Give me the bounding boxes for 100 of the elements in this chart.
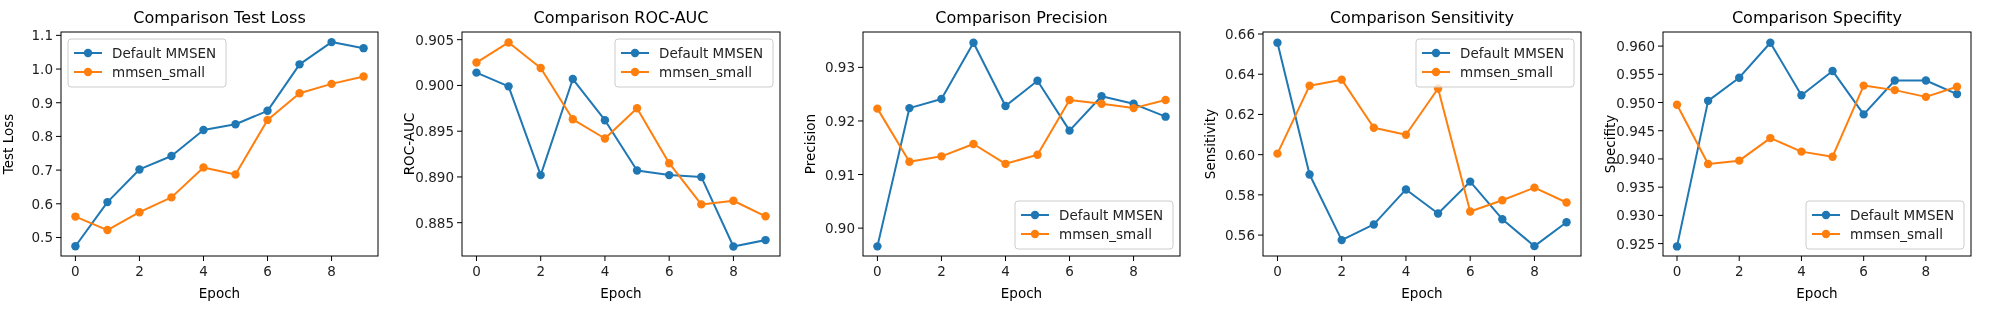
- x-tick-label: 4: [1001, 263, 1010, 279]
- point: [1890, 85, 1899, 95]
- y-tick-label: 0.56: [1224, 227, 1255, 244]
- point: [1065, 126, 1074, 135]
- y-tick-label: 0.955: [1616, 66, 1655, 83]
- y-tick-label: 0.58: [1224, 186, 1255, 203]
- y-tick-label: 0.5: [31, 229, 53, 246]
- x-tick-label: 8: [1530, 263, 1539, 279]
- legend-label: mmsen_small: [659, 64, 752, 80]
- point: [199, 163, 208, 172]
- chart-title: Comparison Sensitivity: [1329, 8, 1515, 27]
- x-axis-title: Epoch: [1796, 285, 1838, 301]
- point: [1305, 81, 1314, 90]
- point: [536, 170, 545, 180]
- point: [1562, 218, 1571, 227]
- point: [359, 43, 368, 53]
- point: [1797, 147, 1806, 156]
- point: [327, 79, 336, 89]
- point: [263, 106, 272, 116]
- point: [1859, 81, 1868, 90]
- x-tick-label: 0: [1273, 263, 1282, 279]
- point: [1465, 177, 1475, 186]
- y-tick-label: 0.950: [1616, 94, 1655, 111]
- y-tick-label: 1.0: [31, 61, 53, 78]
- x-tick-label: 0: [1672, 263, 1682, 279]
- point: [761, 235, 770, 245]
- point: [504, 82, 513, 91]
- point: [1562, 198, 1571, 207]
- point: [1530, 241, 1539, 251]
- chart-title: Comparison Specifity: [1731, 8, 1903, 27]
- x-tick-label: 2: [1337, 263, 1346, 279]
- legend-label: mmsen_small: [1460, 64, 1553, 80]
- point: [504, 38, 513, 47]
- legend-label: mmsen_small: [112, 64, 205, 80]
- point: [905, 103, 914, 113]
- x-tick-label: 6: [664, 263, 674, 279]
- point: [71, 212, 80, 221]
- y-tick-label: 0.93: [824, 59, 855, 76]
- point: [231, 170, 240, 179]
- point: [1498, 215, 1507, 224]
- x-tick-label: 0: [472, 263, 481, 279]
- y-tick-label: 0.885: [415, 214, 454, 231]
- point: [1401, 130, 1411, 139]
- point: [536, 63, 545, 73]
- chart-title: Comparison Precision: [935, 8, 1108, 27]
- point: [1369, 220, 1379, 229]
- y-tick-label: 0.945: [1616, 122, 1655, 139]
- point: [71, 242, 80, 251]
- point: [1001, 101, 1010, 111]
- x-tick-label: 0: [873, 263, 882, 279]
- point: [472, 68, 481, 77]
- point: [1097, 99, 1106, 108]
- point: [103, 197, 112, 207]
- legend-label: Default MMSEN: [659, 45, 764, 61]
- point: [1498, 196, 1507, 205]
- x-tick-label: 2: [135, 263, 144, 279]
- point: [1465, 207, 1475, 216]
- y-tick-label: 1.1: [31, 27, 53, 44]
- point: [1859, 110, 1868, 119]
- x-tick-label: 6: [1465, 263, 1475, 279]
- point: [295, 89, 304, 98]
- point: [1735, 156, 1744, 165]
- y-tick-label: 0.7: [31, 162, 53, 179]
- point: [905, 157, 914, 166]
- point: [263, 115, 272, 125]
- y-tick-label: 0.90: [824, 220, 855, 237]
- y-tick-label: 0.895: [415, 123, 454, 140]
- point: [359, 72, 368, 81]
- point: [1766, 38, 1775, 47]
- x-tick-label: 8: [1921, 263, 1931, 279]
- point: [568, 74, 578, 84]
- point: [1065, 95, 1074, 105]
- point: [664, 159, 674, 168]
- y-tick-label: 0.960: [1616, 38, 1655, 55]
- point: [873, 104, 882, 113]
- point: [1097, 92, 1106, 101]
- y-tick-label: 0.8: [31, 128, 53, 145]
- y-tick-label: 0.900: [415, 77, 454, 94]
- point: [600, 134, 610, 143]
- point: [1672, 242, 1682, 251]
- x-tick-label: 8: [1129, 263, 1138, 279]
- x-axis-title: Epoch: [1000, 285, 1043, 301]
- point: [1273, 38, 1282, 47]
- y-axis-title: ROC-AUC: [401, 112, 417, 176]
- y-tick-label: 0.925: [1616, 235, 1655, 252]
- point: [1273, 149, 1282, 158]
- x-tick-label: 4: [1401, 263, 1411, 279]
- y-tick-label: 0.940: [1616, 150, 1655, 167]
- y-tick-label: 0.6: [31, 195, 53, 212]
- x-tick-label: 6: [1065, 263, 1074, 279]
- point: [873, 242, 882, 251]
- point: [969, 139, 978, 149]
- point: [167, 151, 176, 161]
- point: [632, 166, 642, 175]
- point: [103, 225, 112, 235]
- point: [1703, 159, 1713, 169]
- y-tick-label: 0.905: [415, 31, 454, 48]
- chart-title: Comparison Test Loss: [133, 8, 306, 27]
- legend-label: mmsen_small: [1059, 226, 1152, 242]
- y-tick-label: 0.66: [1224, 26, 1255, 43]
